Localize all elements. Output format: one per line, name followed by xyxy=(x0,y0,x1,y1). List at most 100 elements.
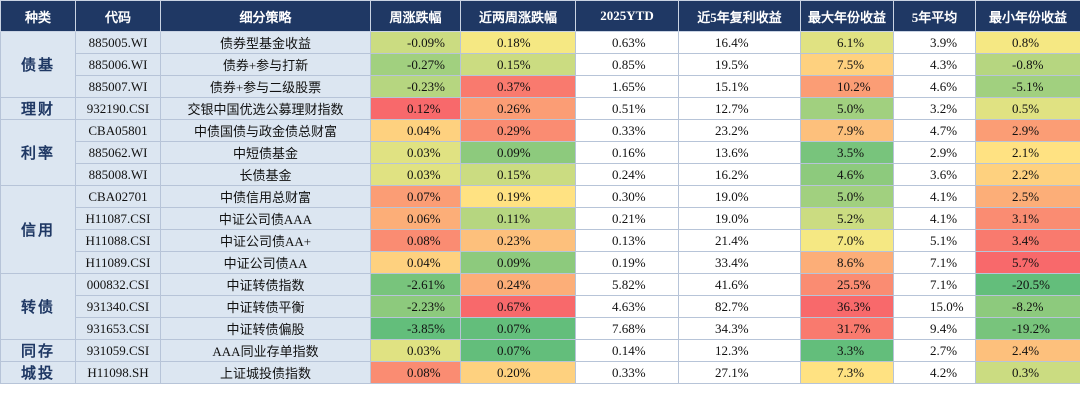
code-cell: CBA05801 xyxy=(75,119,161,142)
table-row: H11087.CSI 中证公司债AAA 0.06% 0.11% 0.21% 19.0% 5.… xyxy=(1,207,1080,230)
table-row: 885062.WI 中短债基金 0.03% 0.09% 0.16% 13.6% 3.5% 2.… xyxy=(1,141,1080,164)
value-cell: 0.03% xyxy=(370,163,461,186)
value-cell: 0.14% xyxy=(575,339,679,362)
value-cell: 0.08% xyxy=(370,229,461,252)
value-cell: 0.3% xyxy=(975,361,1080,384)
value-cell: 0.03% xyxy=(370,339,461,362)
strategy-cell: 中证公司债AA xyxy=(160,251,371,274)
value-cell: 41.6% xyxy=(678,273,801,296)
value-cell: 15.0% xyxy=(893,295,976,318)
code-cell: 932190.CSI xyxy=(75,97,161,120)
value-cell: 5.82% xyxy=(575,273,679,296)
table-row: 931340.CSI 中证转债平衡 -2.23% 0.67% 4.63% 82.7% 36.… xyxy=(1,295,1080,318)
value-cell: 0.04% xyxy=(370,251,461,274)
value-cell: 5.0% xyxy=(800,185,894,208)
data-table: 种类 代码 细分策略 周涨跌幅 近两周涨跌幅 2025YTD 近5年复利收益 最大年份收益 5年… xyxy=(0,0,1080,384)
table-row: 利率 CBA05801 中债国债与政金债总财富 0.04% 0.29% 0.33% 23.2… xyxy=(0,119,1080,186)
group-label: 转债 xyxy=(0,273,76,340)
value-cell: 13.6% xyxy=(678,141,801,164)
value-cell: 19.0% xyxy=(678,207,801,230)
value-cell: 4.63% xyxy=(575,295,679,318)
value-cell: 4.1% xyxy=(893,185,976,208)
value-cell: 4.1% xyxy=(893,207,976,230)
value-cell: 21.4% xyxy=(678,229,801,252)
table-body: 债基 885005.WI 债券型基金收益 -0.09% 0.18% 0.63% 16.4% 6… xyxy=(0,31,1080,384)
value-cell: 0.24% xyxy=(575,163,679,186)
value-cell: 2.2% xyxy=(975,163,1080,186)
value-cell: -2.23% xyxy=(370,295,461,318)
value-cell: 0.13% xyxy=(575,229,679,252)
value-cell: 4.2% xyxy=(893,361,976,384)
value-cell: 4.6% xyxy=(893,75,976,98)
header-cell: 2025YTD xyxy=(575,0,679,32)
value-cell: 25.5% xyxy=(800,273,894,296)
code-cell: H11088.CSI xyxy=(75,229,161,252)
code-cell: H11087.CSI xyxy=(75,207,161,230)
value-cell: 0.67% xyxy=(460,295,576,318)
code-cell: 000832.CSI xyxy=(75,273,161,296)
value-cell: 0.07% xyxy=(370,185,461,208)
group-label: 同存 xyxy=(0,339,76,362)
value-cell: 0.63% xyxy=(575,31,679,54)
code-cell: H11089.CSI xyxy=(75,251,161,274)
table-row: 信用 CBA02701 中债信用总财富 0.07% 0.19% 0.30% 19.0% 5.0… xyxy=(0,185,1080,274)
value-cell: 31.7% xyxy=(800,317,894,340)
header-row: 种类 代码 细分策略 周涨跌幅 近两周涨跌幅 2025YTD 近5年复利收益 最大年份收益 5年… xyxy=(0,0,1080,32)
value-cell: 2.4% xyxy=(975,339,1080,362)
value-cell: 3.4% xyxy=(975,229,1080,252)
value-cell: 12.7% xyxy=(678,97,801,120)
value-cell: 3.3% xyxy=(800,339,894,362)
strategy-cell: 中短债基金 xyxy=(160,141,371,164)
code-cell: 885005.WI xyxy=(75,31,161,54)
table-row: H11089.CSI 中证公司债AA 0.04% 0.09% 0.19% 33.4% 8.6… xyxy=(1,251,1080,274)
value-cell: 0.16% xyxy=(575,141,679,164)
value-cell: 0.04% xyxy=(370,119,461,142)
strategy-cell: 中证转债指数 xyxy=(160,273,371,296)
table-row: 债基 885005.WI 债券型基金收益 -0.09% 0.18% 0.63% 16.4% 6… xyxy=(0,31,1080,98)
value-cell: 3.9% xyxy=(893,31,976,54)
strategy-cell: 中证转债平衡 xyxy=(160,295,371,318)
code-cell: 885006.WI xyxy=(75,53,161,76)
value-cell: 16.4% xyxy=(678,31,801,54)
group-label: 债基 xyxy=(0,31,76,98)
value-cell: 0.11% xyxy=(460,207,576,230)
value-cell: 0.07% xyxy=(460,317,576,340)
header-cell: 近两周涨跌幅 xyxy=(460,0,576,32)
value-cell: 4.7% xyxy=(893,119,976,142)
value-cell: 10.2% xyxy=(800,75,894,98)
value-cell: 0.30% xyxy=(575,185,679,208)
strategy-cell: 债券型基金收益 xyxy=(160,31,371,54)
strategy-cell: 债券+参与打新 xyxy=(160,53,371,76)
code-cell: 931653.CSI xyxy=(75,317,161,340)
value-cell: 2.1% xyxy=(975,141,1080,164)
value-cell: 2.9% xyxy=(975,119,1080,142)
strategy-cell: AAA同业存单指数 xyxy=(160,339,371,362)
value-cell: 15.1% xyxy=(678,75,801,98)
value-cell: -0.8% xyxy=(975,53,1080,76)
header-cell: 种类 xyxy=(0,0,76,32)
value-cell: -8.2% xyxy=(975,295,1080,318)
value-cell: 0.5% xyxy=(975,97,1080,120)
value-cell: 12.3% xyxy=(678,339,801,362)
value-cell: 0.12% xyxy=(370,97,461,120)
header-cell: 最大年份收益 xyxy=(800,0,894,32)
code-cell: 931059.CSI xyxy=(75,339,161,362)
strategy-cell: 中证转债偏股 xyxy=(160,317,371,340)
value-cell: 0.85% xyxy=(575,53,679,76)
value-cell: 5.1% xyxy=(893,229,976,252)
value-cell: 1.65% xyxy=(575,75,679,98)
header-cell: 5年平均 xyxy=(893,0,976,32)
value-cell: 5.2% xyxy=(800,207,894,230)
group-label: 城投 xyxy=(0,361,76,384)
value-cell: 0.24% xyxy=(460,273,576,296)
value-cell: 0.26% xyxy=(460,97,576,120)
value-cell: 0.06% xyxy=(370,207,461,230)
value-cell: 0.23% xyxy=(460,229,576,252)
value-cell: 0.07% xyxy=(460,339,576,362)
value-cell: -0.27% xyxy=(370,53,461,76)
value-cell: 0.15% xyxy=(460,163,576,186)
value-cell: 2.5% xyxy=(975,185,1080,208)
strategy-cell: 中证公司债AAA xyxy=(160,207,371,230)
value-cell: 27.1% xyxy=(678,361,801,384)
